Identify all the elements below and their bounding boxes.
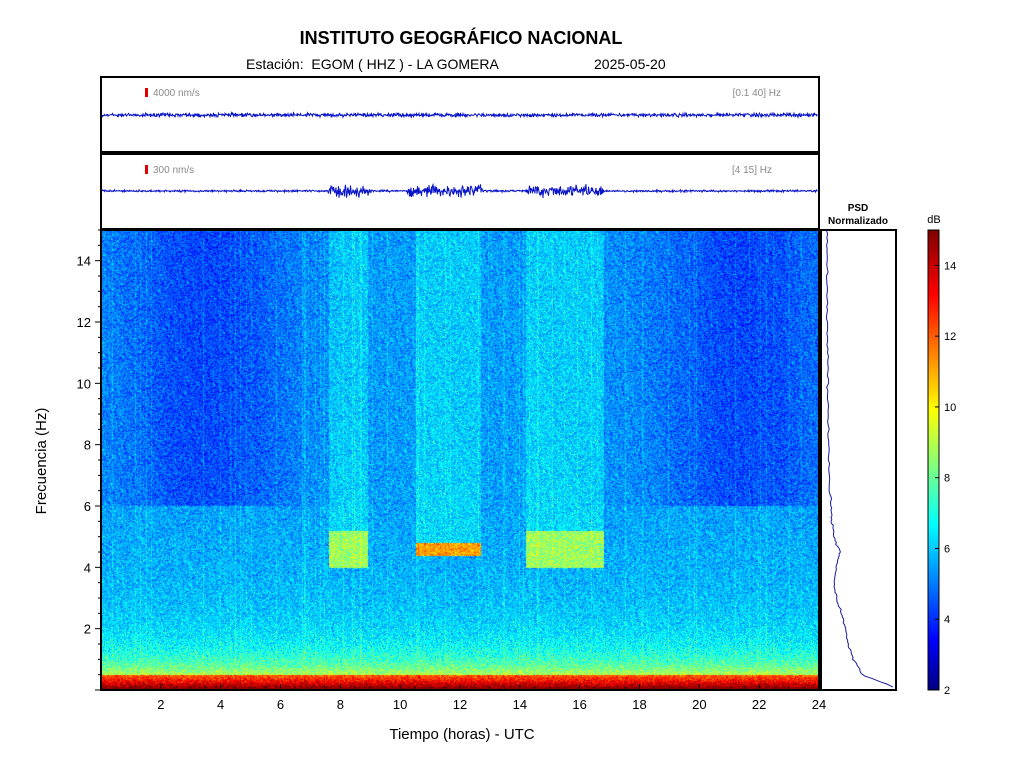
colorbar-tick-label: 6: [944, 543, 950, 555]
x-tick-label: 2: [157, 697, 164, 712]
y-tick-label: 8: [84, 438, 91, 453]
y-tick-label: 4: [84, 560, 91, 575]
psd-title: PSD: [848, 203, 869, 214]
station-subtitle: Estación: EGOM ( HHZ ) - LA GOMERA 2025-0…: [246, 56, 666, 72]
x-tick-label: 20: [692, 697, 706, 712]
filtered-scale-label: 300 nm/s: [153, 165, 194, 176]
filtered-trace: [101, 182, 818, 199]
broadband-scale-marker: [145, 88, 148, 97]
broadband-scale-label: 4000 nm/s: [153, 88, 200, 99]
colorbar-tick-label: 4: [944, 614, 950, 626]
broadband-filter-label: [0.1 40] Hz: [733, 88, 781, 99]
psd-subtitle: Normalizado: [828, 216, 888, 227]
x-tick-label: 8: [337, 697, 344, 712]
psd-frame: [820, 229, 897, 691]
filtered-scale-marker: [145, 165, 148, 174]
station-name: EGOM ( HHZ ) - LA GOMERA: [311, 56, 499, 72]
station-prefix: Estación:: [246, 56, 312, 72]
psd-panel: PSD Normalizado: [820, 203, 897, 691]
x-tick-label: 6: [277, 697, 284, 712]
x-tick-label: 10: [393, 697, 407, 712]
x-tick-label: 22: [752, 697, 766, 712]
colorbar-ticks: 2 4 6 8 10 12 14: [935, 260, 956, 697]
y-axis-title: Frecuencia (Hz): [33, 408, 50, 515]
colorbar-tick-label: 14: [944, 260, 956, 272]
x-axis: 2 4 6 8 10 12 14 16 18 20 22 24: [100, 684, 826, 712]
filtered-filter-label: [4 15] Hz: [732, 165, 772, 176]
y-tick-label: 2: [84, 622, 91, 637]
y-axis: 2 4 6 8 10 12 14: [77, 229, 101, 691]
colorbar-unit: dB: [927, 214, 940, 226]
colorbar-tick-label: 12: [944, 331, 956, 343]
colorbar-tick-label: 8: [944, 473, 950, 485]
colorbar-tick-label: 10: [944, 402, 956, 414]
broadband-panel: 4000 nm/s [0.1 40] Hz: [100, 76, 820, 153]
x-axis-title: Tiempo (horas) - UTC: [389, 726, 534, 743]
x-tick-label: 18: [632, 697, 646, 712]
colorbar: dB 2 4 6 8 10 12 14: [927, 214, 956, 697]
page-title: INSTITUTO GEOGRÁFICO NACIONAL: [299, 28, 623, 48]
y-tick-label: 6: [84, 499, 91, 514]
y-tick-label: 14: [77, 254, 91, 269]
spectrogram-image: [101, 230, 819, 690]
colorbar-gradient: [927, 229, 940, 691]
psd-line: [825, 229, 894, 688]
x-tick-label: 4: [217, 697, 224, 712]
x-tick-label: 16: [572, 697, 586, 712]
broadband-trace: [101, 111, 818, 119]
x-tick-label: 24: [812, 697, 826, 712]
y-tick-label: 12: [77, 315, 91, 330]
date-label: 2025-05-20: [594, 56, 666, 72]
filtered-panel: 300 nm/s [4 15] Hz: [100, 153, 820, 230]
x-tick-label: 14: [513, 697, 527, 712]
x-tick-label: 12: [453, 697, 467, 712]
y-tick-label: 10: [77, 376, 91, 391]
colorbar-tick-label: 2: [944, 685, 950, 697]
